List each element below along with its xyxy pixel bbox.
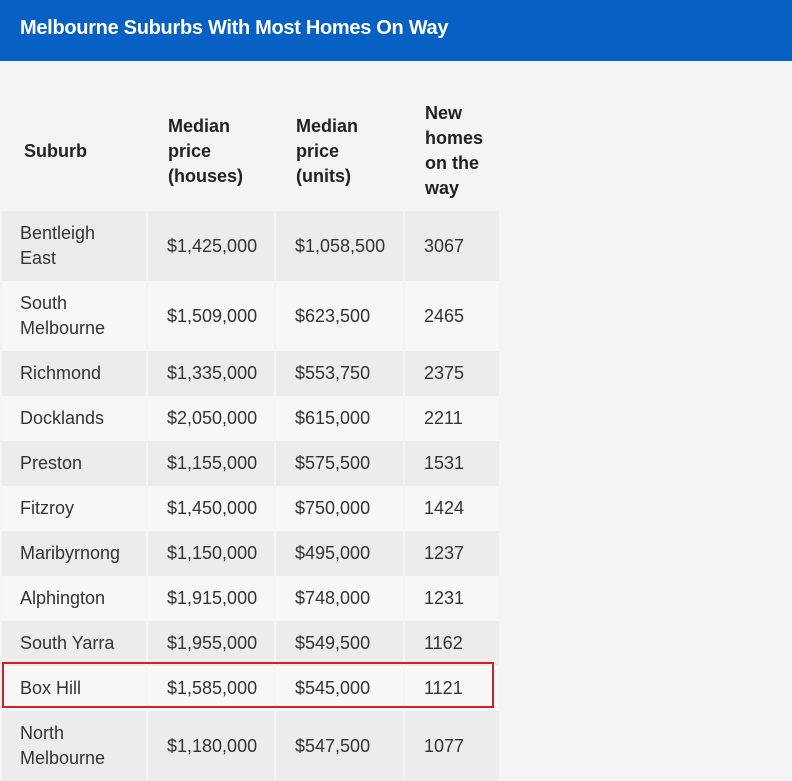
table-cell: 2465 [405, 281, 499, 351]
table-cell: Bentleigh East [2, 211, 146, 281]
table-cell: $545,000 [276, 666, 403, 711]
table-cell: 1531 [405, 441, 499, 486]
table-cell: $748,000 [276, 576, 403, 621]
table-cell: $1,509,000 [148, 281, 274, 351]
table-cell: 1424 [405, 486, 499, 531]
table-cell: $547,500 [276, 711, 403, 781]
table-cell: $1,585,000 [148, 666, 274, 711]
table-cell: 1077 [405, 711, 499, 781]
table-cell: Maribyrnong [2, 531, 146, 576]
table-cell: $1,335,000 [148, 351, 274, 396]
table-cell: 2375 [405, 351, 499, 396]
table-row: Docklands $2,050,000 $615,000 2211 [2, 396, 499, 441]
column-header-text: Median price (houses) [168, 115, 244, 186]
table-cell: Docklands [2, 396, 146, 441]
table-cell: 2211 [405, 396, 499, 441]
table-row: Fitzroy $1,450,000 $750,000 1424 [2, 486, 499, 531]
table-cell: North Melbourne [2, 711, 146, 781]
data-table: Suburb Median price (houses) Median pric… [0, 61, 501, 781]
table-cell: Preston [2, 441, 146, 486]
table-row: Maribyrnong $1,150,000 $495,000 1237 [2, 531, 499, 576]
table-cell: Fitzroy [2, 486, 146, 531]
table-cell: $1,915,000 [148, 576, 274, 621]
table-row: North Melbourne $1,180,000 $547,500 1077 [2, 711, 499, 781]
table-cell: $623,500 [276, 281, 403, 351]
table-cell: $495,000 [276, 531, 403, 576]
table-cell: 1231 [405, 576, 499, 621]
table-cell: $1,180,000 [148, 711, 274, 781]
table-cell: $1,058,500 [276, 211, 403, 281]
table-cell: Richmond [2, 351, 146, 396]
table-title: Melbourne Suburbs With Most Homes On Way [20, 17, 449, 39]
table-row: South Yarra $1,955,000 $549,500 1162 [2, 621, 499, 666]
column-header-text: New homes on the way [425, 103, 484, 198]
table-cell: $750,000 [276, 486, 403, 531]
table-header-bar: Melbourne Suburbs With Most Homes On Way [0, 0, 792, 61]
column-header-text: Median price (units) [296, 115, 359, 186]
table-cell: South Yarra [2, 621, 146, 666]
table-cell: $553,750 [276, 351, 403, 396]
table-row: Richmond $1,335,000 $553,750 2375 [2, 351, 499, 396]
table-cell: $1,425,000 [148, 211, 274, 281]
table-cell: $1,450,000 [148, 486, 274, 531]
table-cell: $1,155,000 [148, 441, 274, 486]
column-header: Median price (houses) [148, 61, 274, 211]
table-cell: 1121 [405, 666, 499, 711]
table-cell: South Melbourne [2, 281, 146, 351]
table-cell: $1,150,000 [148, 531, 274, 576]
table-row: Alphington $1,915,000 $748,000 1231 [2, 576, 499, 621]
table-cell: $549,500 [276, 621, 403, 666]
table-cell: $1,955,000 [148, 621, 274, 666]
table-cell: $615,000 [276, 396, 403, 441]
table-header-row: Suburb Median price (houses) Median pric… [2, 61, 499, 211]
table-row: Bentleigh East $1,425,000 $1,058,500 3067 [2, 211, 499, 281]
table-cell: $2,050,000 [148, 396, 274, 441]
table-cell: $575,500 [276, 441, 403, 486]
column-header: New homes on the way [405, 61, 499, 211]
data-table-container: Suburb Median price (houses) Median pric… [2, 61, 501, 781]
column-header: Suburb [24, 140, 87, 161]
table-row: South Melbourne $1,509,000 $623,500 2465 [2, 281, 499, 351]
table-row: Preston $1,155,000 $575,500 1531 [2, 441, 499, 486]
table-cell: Box Hill [2, 666, 146, 711]
table-cell: 3067 [405, 211, 499, 281]
table-cell: 1237 [405, 531, 499, 576]
table-row: Box Hill $1,585,000 $545,000 1121 [2, 666, 499, 711]
table-cell: 1162 [405, 621, 499, 666]
column-header: Median price (units) [276, 61, 403, 211]
table-cell: Alphington [2, 576, 146, 621]
